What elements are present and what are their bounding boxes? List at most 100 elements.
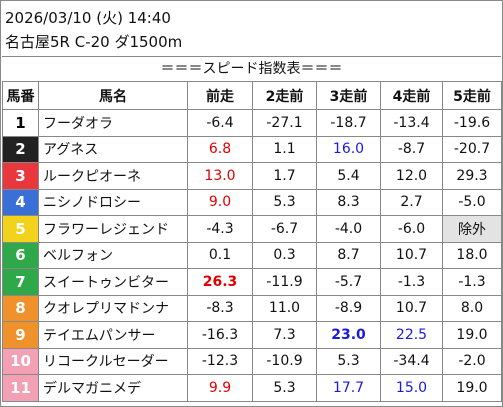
speed-table: 馬番 馬名 前走 2走前 3走前 4走前 5走前 1 フーダオラ -6.4 -27.1 -18.7-… — [2, 81, 502, 402]
speed-index: -5.7 — [316, 268, 381, 296]
horse-row: 8 クオレプリマドンナ -8.3 11.0 -8.9 10.7 8.0 — [2, 294, 502, 322]
horse-row: 10 リコークルセーダー -12.3 -10.9 5.3 -34.4 -2.0 — [2, 347, 502, 375]
speed-index: -6.7 — [252, 215, 317, 243]
speed-index: 2.7 — [380, 188, 443, 216]
horse-row: 4 ニシノドロシー 9.0 5.3 8.3 2.7 -5.0 — [2, 188, 502, 216]
speed-index: -11.9 — [252, 268, 317, 296]
horse-row: 2 アグネス 6.8 1.1 16.0 -8.7 -20.7 — [2, 135, 502, 163]
column-header: 馬番 — [2, 81, 39, 110]
horse-row: 5 フラワーレジェンド -4.3 -6.7 -4.0 -6.0 除外 — [2, 215, 502, 243]
datetime: 2026/03/10 (火) 14:40 — [5, 9, 171, 27]
speed-index: 9.0 — [187, 188, 253, 216]
horse-name: テイエムパンサー — [38, 321, 188, 349]
speed-index: -20.7 — [442, 135, 502, 163]
speed-index: -1.3 — [380, 268, 443, 296]
horse-row: 9 テイエムパンサー -16.3 7.3 23.0 22.5 19.0 — [2, 321, 502, 349]
speed-index: 5.4 — [316, 162, 381, 190]
horse-number: 3 — [2, 162, 39, 190]
horse-name: スイートゥンビター — [38, 268, 188, 296]
horse-number: 7 — [2, 268, 39, 296]
column-header: 馬名 — [38, 81, 188, 110]
speed-index: 10.7 — [380, 241, 443, 269]
horse-name: アグネス — [38, 135, 188, 163]
speed-index: 除外 — [442, 215, 502, 243]
speed-index: -4.0 — [316, 215, 381, 243]
speed-index: -34.4 — [380, 347, 443, 375]
horse-name: クオレプリマドンナ — [38, 294, 188, 322]
speed-index: 5.3 — [252, 374, 317, 402]
race-info: 名古屋5R C-20 ダ1500m — [5, 33, 183, 51]
speed-index: 15.0 — [380, 374, 443, 402]
horse-number: 2 — [2, 135, 39, 163]
speed-index: 18.0 — [442, 241, 502, 269]
table-title: ＝＝＝スピード指数表＝＝＝ — [2, 56, 501, 81]
speed-index: -8.9 — [316, 294, 381, 322]
horse-name: ニシノドロシー — [38, 188, 188, 216]
speed-index: 9.9 — [187, 374, 253, 402]
speed-index: 8.3 — [316, 188, 381, 216]
speed-index: -1.3 — [442, 268, 502, 296]
speed-index: 6.8 — [187, 135, 253, 163]
speed-index: -10.9 — [252, 347, 317, 375]
horse-number: 4 — [2, 188, 39, 216]
horse-name: デルマガニメデ — [38, 374, 188, 402]
speed-index: 16.0 — [316, 135, 381, 163]
speed-index: -6.4 — [187, 109, 253, 137]
horse-name: ルークピオーネ — [38, 162, 188, 190]
speed-index: -2.0 — [442, 347, 502, 375]
speed-index: -8.7 — [380, 135, 443, 163]
horse-number: 10 — [2, 347, 39, 375]
speed-index: 26.3 — [187, 268, 253, 296]
speed-index: 13.0 — [187, 162, 253, 190]
column-header: 前走 — [187, 81, 253, 110]
horse-number: 1 — [2, 109, 39, 137]
horse-number: 9 — [2, 321, 39, 349]
speed-index: -8.3 — [187, 294, 253, 322]
horse-name: リコークルセーダー — [38, 347, 188, 375]
speed-index: -27.1 — [252, 109, 317, 137]
horse-row: 6 ベルフォン 0.1 0.3 8.7 10.7 18.0 — [2, 241, 502, 269]
speed-index: 19.0 — [442, 374, 502, 402]
horse-name: フーダオラ — [38, 109, 188, 137]
horse-row: 7 スイートゥンビター 26.3 -11.9 -5.7 -1.3 -1.3 — [2, 268, 502, 296]
speed-index: 7.3 — [252, 321, 317, 349]
speed-index: 29.3 — [442, 162, 502, 190]
speed-index: -6.0 — [380, 215, 443, 243]
speed-index: 19.0 — [442, 321, 502, 349]
horse-name: ベルフォン — [38, 241, 188, 269]
speed-index: 0.3 — [252, 241, 317, 269]
column-header: 2走前 — [252, 81, 317, 110]
speed-index: 10.7 — [380, 294, 443, 322]
speed-index: -4.3 — [187, 215, 253, 243]
speed-index: 5.3 — [252, 188, 317, 216]
column-header: 5走前 — [442, 81, 502, 110]
speed-index: -12.3 — [187, 347, 253, 375]
speed-index: 11.0 — [252, 294, 317, 322]
speed-index: -18.7 — [316, 109, 381, 137]
speed-index: -16.3 — [187, 321, 253, 349]
column-header: 3走前 — [316, 81, 381, 110]
speed-index: 22.5 — [380, 321, 443, 349]
speed-index: 8.7 — [316, 241, 381, 269]
speed-index: 0.1 — [187, 241, 253, 269]
speed-index: -19.6 — [442, 109, 502, 137]
horse-name: フラワーレジェンド — [38, 215, 188, 243]
horse-number: 6 — [2, 241, 39, 269]
speed-index: 12.0 — [380, 162, 443, 190]
speed-index: -13.4 — [380, 109, 443, 137]
horse-row: 1 フーダオラ -6.4 -27.1 -18.7 -13.4 -19.6 — [2, 109, 502, 137]
horse-row: 11 デルマガニメデ 9.9 5.3 17.7 15.0 19.0 — [2, 374, 502, 402]
header-row: 馬番 馬名 前走 2走前 3走前 4走前 5走前 — [2, 81, 502, 110]
speed-index: 17.7 — [316, 374, 381, 402]
horse-number: 8 — [2, 294, 39, 322]
speed-index: 23.0 — [316, 321, 381, 349]
speed-index: 1.7 — [252, 162, 317, 190]
speed-index: 5.3 — [316, 347, 381, 375]
horse-number: 5 — [2, 215, 39, 243]
column-header: 4走前 — [380, 81, 443, 110]
speed-index: -5.0 — [442, 188, 502, 216]
speed-index: 8.0 — [442, 294, 502, 322]
horse-row: 3 ルークピオーネ 13.0 1.7 5.4 12.0 29.3 — [2, 162, 502, 190]
speed-index: 1.1 — [252, 135, 317, 163]
